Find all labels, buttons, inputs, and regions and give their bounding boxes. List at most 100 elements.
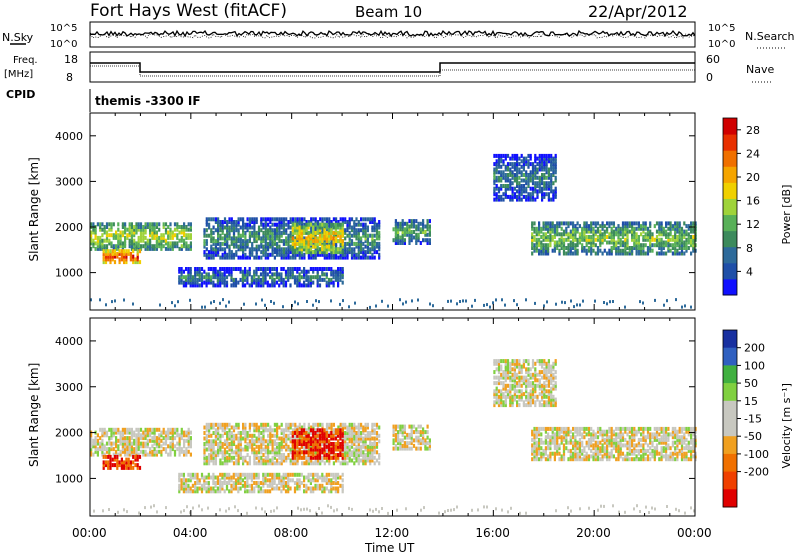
data-cell (401, 232, 404, 237)
data-cell (558, 457, 561, 462)
data-cell (681, 305, 683, 309)
data-cell (171, 241, 174, 246)
data-cell (185, 283, 188, 288)
data-cell (246, 239, 249, 244)
data-cell (226, 442, 229, 446)
data-cell (315, 299, 317, 303)
data-cell (608, 235, 611, 239)
data-cell (291, 478, 294, 483)
data-cell (353, 461, 356, 466)
data-cell (373, 250, 376, 255)
data-cell (680, 251, 684, 256)
data-cell (271, 439, 274, 444)
data-cell (373, 241, 376, 246)
data-cell (217, 228, 220, 233)
data-cell (560, 429, 563, 434)
data-cell (109, 465, 112, 470)
data-cell (362, 241, 365, 246)
data-cell (544, 448, 547, 453)
data-cell (574, 448, 577, 453)
data-cell (273, 217, 276, 222)
data-cell (282, 481, 285, 485)
data-cell (180, 244, 183, 249)
data-cell (337, 280, 340, 285)
data-cell (182, 486, 185, 491)
data-cell (182, 280, 185, 285)
data-cell (276, 225, 279, 230)
data-cell (362, 228, 365, 233)
data-cell (169, 449, 172, 454)
data-cell (210, 275, 213, 280)
data-cell (282, 486, 285, 491)
data-cell (350, 239, 354, 244)
data-cell (309, 222, 312, 227)
data-cell (316, 225, 319, 230)
data-cell (134, 257, 137, 262)
data-cell (132, 257, 135, 262)
data-cell (578, 448, 581, 453)
data-cell (262, 447, 265, 452)
data-cell (341, 436, 344, 441)
data-cell (255, 269, 258, 274)
data-cell (185, 280, 188, 285)
data-cell (583, 457, 586, 462)
data-cell (296, 236, 299, 241)
data-cell (305, 247, 308, 252)
data-cell (406, 221, 409, 226)
data-cell (674, 229, 677, 234)
data-cell (101, 222, 104, 227)
data-cell (608, 240, 611, 245)
data-cell (133, 441, 136, 446)
data-cell (314, 422, 317, 427)
data-cell (282, 475, 285, 480)
data-cell (187, 441, 190, 446)
data-cell (330, 447, 333, 452)
data-cell (348, 425, 351, 430)
data-cell (399, 235, 402, 240)
data-cell (422, 219, 425, 224)
data-cell (298, 250, 301, 255)
data-cell (344, 230, 347, 235)
data-cell (309, 241, 312, 246)
data-cell (237, 458, 240, 463)
data-cell (531, 237, 534, 242)
data-cell (394, 238, 397, 243)
data-cell (205, 233, 208, 238)
data-cell (585, 221, 588, 226)
data-cell (527, 162, 530, 167)
data-cell (552, 192, 555, 197)
data-cell (540, 446, 543, 451)
velocity-data-cells (90, 359, 697, 515)
data-cell (280, 252, 283, 257)
data-cell (242, 252, 245, 257)
data-cell (637, 248, 640, 253)
data-cell (257, 425, 261, 430)
data-cell (244, 455, 247, 460)
data-cell (221, 453, 224, 457)
data-cell (318, 228, 322, 233)
data-cell (275, 483, 278, 488)
data-cell (264, 272, 267, 277)
data-cell (543, 192, 546, 197)
data-cell (264, 244, 267, 249)
data-cell (560, 240, 563, 245)
data-cell (276, 250, 279, 255)
data-cell (126, 449, 129, 454)
data-cell (273, 478, 276, 483)
data-cell (144, 244, 147, 249)
data-cell (538, 448, 541, 453)
data-cell (525, 186, 528, 191)
data-cell (300, 283, 303, 288)
data-cell (544, 437, 547, 442)
data-cell (339, 222, 342, 227)
data-cell (164, 222, 168, 227)
data-cell (110, 225, 113, 229)
data-cell (520, 189, 523, 194)
data-cell (142, 433, 145, 438)
data-cell (325, 450, 329, 455)
data-cell (328, 458, 331, 463)
data-cell (120, 463, 123, 468)
data-cell (105, 433, 109, 438)
data-cell (314, 478, 317, 483)
data-cell (518, 186, 521, 191)
